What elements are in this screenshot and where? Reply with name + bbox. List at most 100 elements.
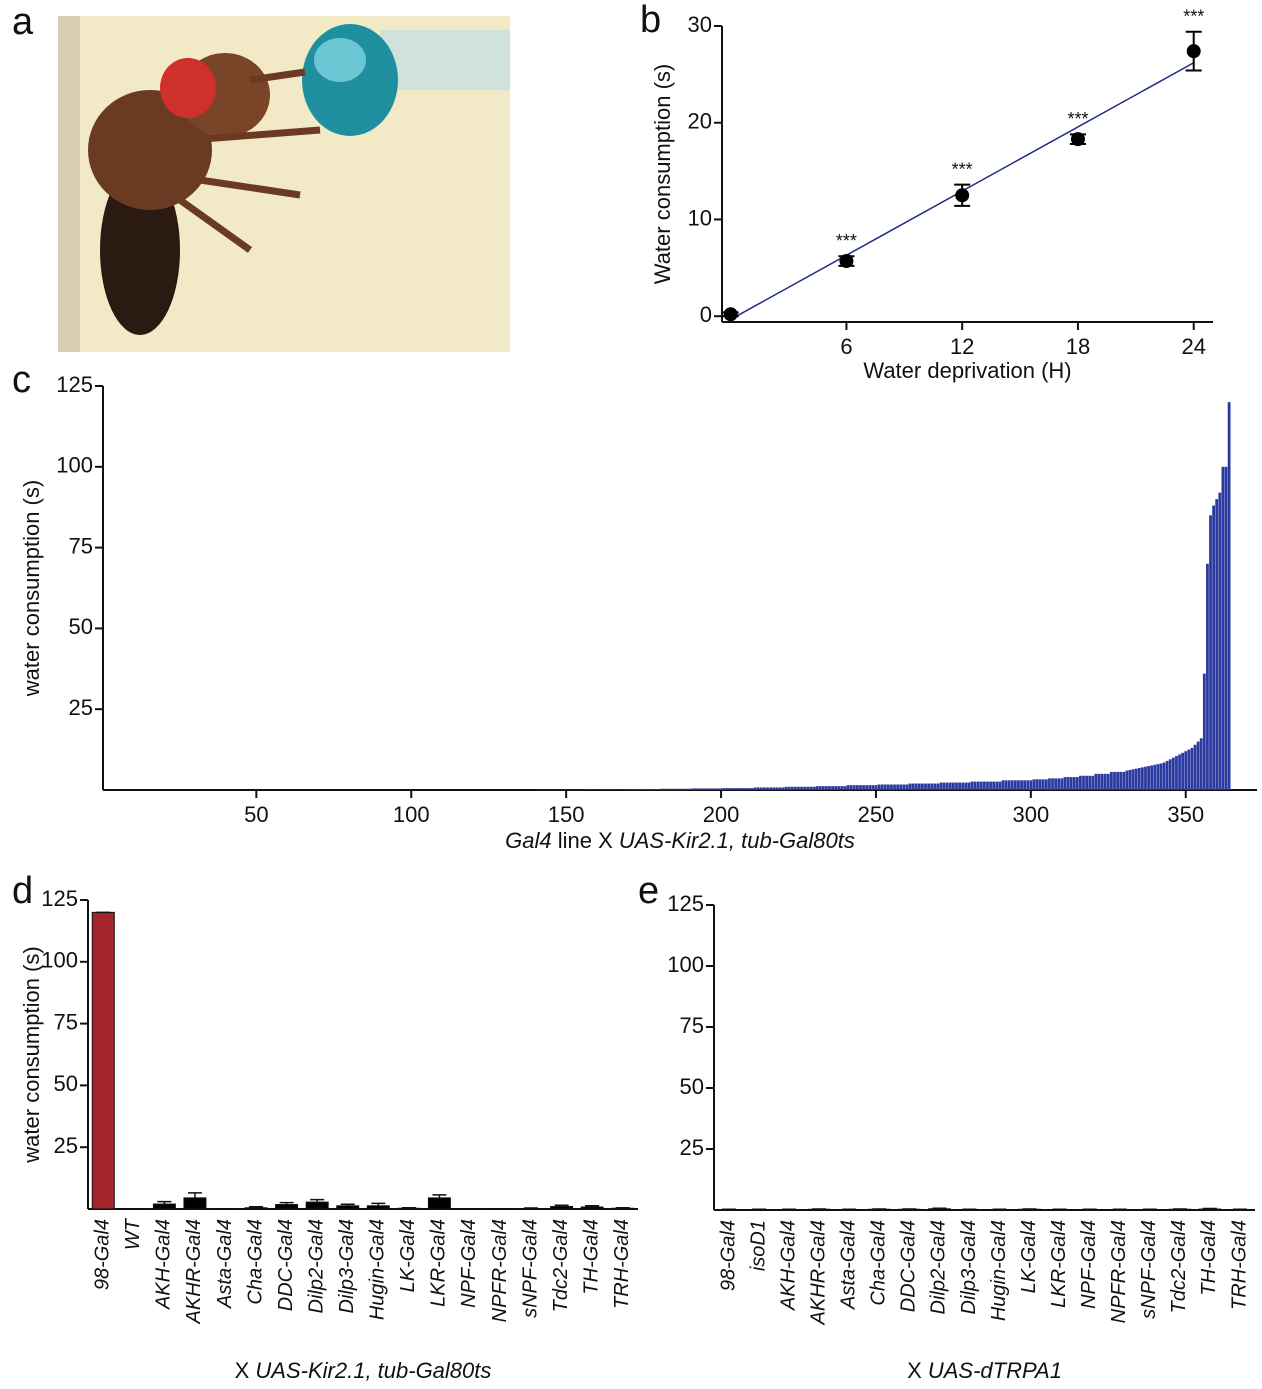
y-tick-label: 50	[54, 1071, 78, 1096]
x-tick-label: DDC-Gal4	[898, 1220, 920, 1312]
bar	[1110, 771, 1113, 790]
bar	[1119, 771, 1123, 790]
bar	[1131, 769, 1135, 790]
bar	[1199, 738, 1203, 790]
point	[723, 307, 738, 322]
y-tick-label: 25	[54, 1133, 78, 1158]
bar	[673, 788, 676, 790]
bar	[719, 788, 723, 790]
bar	[843, 786, 847, 790]
bar	[722, 788, 726, 790]
x-axis-title: X UAS-Kir2.1, tub-Gal80ts	[235, 1358, 492, 1383]
bar	[914, 783, 918, 790]
bar	[738, 788, 742, 790]
bar	[1017, 780, 1020, 790]
bar	[747, 788, 751, 790]
wall	[58, 16, 80, 352]
bar	[366, 1205, 390, 1210]
bar	[750, 788, 754, 790]
bar	[614, 789, 618, 790]
bar	[784, 786, 788, 790]
fly-photo	[58, 16, 510, 352]
bar	[865, 785, 869, 790]
bar	[917, 783, 921, 790]
bar	[958, 782, 961, 790]
bar	[657, 789, 661, 790]
bar	[781, 787, 785, 790]
bar	[874, 785, 878, 790]
bar	[763, 787, 766, 790]
bar	[1044, 779, 1048, 790]
x-tick-label: AKH-Gal4	[153, 1219, 175, 1310]
bar	[732, 788, 735, 790]
bar	[654, 789, 658, 790]
bar	[716, 788, 720, 790]
bar	[818, 786, 822, 790]
x-tick-label: Asta-Gal4	[838, 1220, 860, 1310]
bar	[642, 789, 645, 790]
bar	[1196, 741, 1200, 790]
x-tick-label: sNPF-Gal4	[519, 1219, 541, 1318]
bar	[645, 789, 649, 790]
bar	[704, 788, 707, 790]
y-tick-label: 125	[41, 886, 78, 911]
bar	[998, 781, 1002, 790]
bar	[1100, 773, 1104, 790]
x-tick-label: AKH-Gal4	[777, 1220, 799, 1311]
bar	[605, 789, 608, 790]
bar	[598, 789, 602, 790]
x-tick-label: 150	[548, 802, 585, 827]
bar	[942, 782, 946, 790]
bar	[1103, 773, 1107, 790]
bar	[806, 786, 810, 790]
bar	[846, 785, 850, 790]
bar	[592, 789, 596, 790]
bar	[837, 786, 841, 790]
bar	[1069, 777, 1073, 790]
bar	[1023, 780, 1027, 790]
x-tick-label: Hugin-Gal4	[988, 1220, 1010, 1321]
x-tick-label: DDC-Gal4	[275, 1219, 297, 1311]
bar	[1227, 402, 1231, 790]
bar	[632, 789, 636, 790]
bar	[1048, 778, 1051, 790]
bar	[828, 786, 831, 790]
bar	[666, 788, 670, 790]
bar	[1097, 773, 1101, 790]
significance-label: ***	[1183, 7, 1204, 27]
bar	[778, 787, 782, 790]
bar	[305, 1201, 329, 1210]
significance-label: ***	[836, 231, 857, 251]
x-tick-label: Tdc2-Gal4	[550, 1219, 572, 1312]
x-axis-title-part: Gal4	[505, 828, 551, 853]
bar	[756, 787, 760, 790]
bar	[924, 783, 927, 790]
x-tick-label: TRH-Gal4	[611, 1219, 633, 1309]
bar	[1128, 769, 1132, 790]
bar	[1020, 780, 1023, 790]
error-bar	[340, 1203, 355, 1206]
significance-label: ***	[1067, 109, 1088, 129]
bar	[1137, 768, 1141, 790]
bar	[1051, 778, 1054, 790]
bar	[1106, 773, 1110, 790]
bar	[927, 783, 931, 790]
fly-eye	[160, 58, 216, 118]
x-axis-title-part: line X	[552, 828, 619, 853]
bar	[936, 783, 940, 790]
bar	[679, 788, 683, 790]
bar	[812, 786, 816, 790]
bar	[648, 789, 652, 790]
bar	[1212, 505, 1216, 790]
x-axis-title: Water deprivation (H)	[863, 358, 1071, 383]
x-tick-label: 300	[1012, 802, 1049, 827]
bar	[1165, 760, 1169, 790]
bar	[930, 783, 934, 790]
x-tick-label: AKHR-Gal4	[807, 1220, 829, 1325]
y-tick-label: 125	[56, 372, 93, 397]
bar	[1159, 763, 1163, 790]
bar	[753, 787, 757, 790]
bar	[939, 782, 943, 790]
x-axis-title-part: X	[235, 1358, 256, 1383]
